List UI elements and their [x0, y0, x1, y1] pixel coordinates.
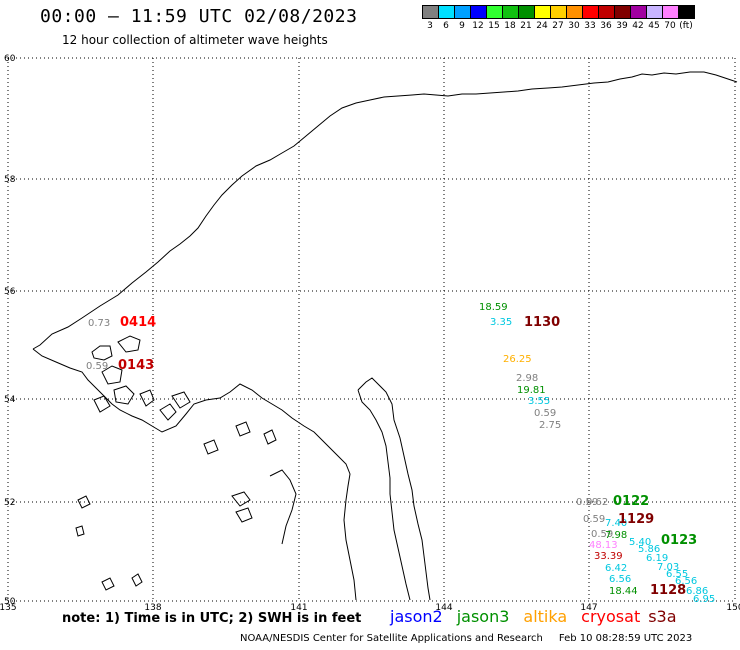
wave-height-value: 0.59	[86, 361, 108, 372]
wave-height-value: 0.59	[583, 514, 605, 525]
wave-height-value: 7.98	[605, 530, 627, 541]
satellite-cryosat: cryosat	[581, 607, 641, 626]
scale-label: 39	[616, 21, 628, 31]
pass-time-label: 1128	[650, 583, 686, 598]
satellite-jason3: jason3	[456, 607, 510, 626]
pass-time-label: 0123	[661, 533, 697, 548]
wave-height-value: 19.81	[517, 385, 546, 396]
pass-time-label: 0143	[118, 358, 154, 373]
scale-label: 42	[632, 21, 644, 31]
wave-height-value: 18.44	[609, 586, 638, 597]
wave-height-value: 0.62	[586, 497, 608, 508]
wave-height-value: 0.73	[88, 318, 110, 329]
scale-label: 27	[552, 21, 564, 31]
mainland-coast-south	[32, 348, 357, 601]
latitude-label: 52	[4, 498, 15, 508]
latitude-labels: 60 58 56 54 52 50	[4, 54, 16, 607]
scale-labels: 3 6 9 12 15 18 21 24 27 30 33 36 39 42 45 70 (ft)	[422, 21, 694, 31]
coastline	[32, 71, 738, 601]
wave-height-value: 18.59	[479, 302, 508, 313]
wave-height-value: 48.13	[589, 540, 618, 551]
page-title: 00:00 — 11:59 UTC 02/08/2023	[40, 6, 358, 27]
satellite-s3a: s3a	[648, 607, 677, 626]
scale-label: 9	[459, 21, 465, 31]
wave-height-value: 33.39	[594, 551, 623, 562]
wave-height-value: 0.59	[534, 408, 556, 419]
latitude-label: 50	[4, 597, 16, 607]
scale-label: 70	[664, 21, 676, 31]
satellite-legend: jason2 jason3 altika cryosat s3a	[390, 607, 691, 626]
longitude-label: 138	[144, 603, 161, 613]
wave-height-value: 6.42	[605, 563, 627, 574]
longitude-labels: 135 138 141 144 147 150	[0, 603, 740, 613]
scale-label: 45	[648, 21, 660, 31]
graticule	[7, 57, 736, 602]
scale-label: (ft)	[679, 21, 693, 31]
wave-height-value: 6.19	[646, 553, 668, 564]
wave-height-value: 6.55	[666, 569, 688, 580]
pass-time-label: 0414	[120, 315, 156, 330]
altimeter-readings: 0.73 0414 0.59 0143 18.59 3.35 1130 26.25 2.9819…	[86, 302, 715, 605]
wave-height-value: 6.56	[675, 576, 697, 587]
longitude-label: 144	[435, 603, 452, 613]
wave-height-value: 0.59	[591, 529, 613, 540]
wave-height-value: 3.35	[490, 317, 512, 328]
scale-label: 24	[536, 21, 548, 31]
longitude-label: 150	[726, 603, 740, 613]
pass-time-label: 1129	[618, 512, 654, 527]
wave-height-value: 6.95	[693, 594, 715, 605]
scale-label: 3	[427, 21, 433, 31]
mainland-coast	[32, 71, 738, 350]
wave-height-value: 5.40	[629, 537, 651, 548]
sakhalin-island	[357, 377, 431, 601]
scale-label: 12	[472, 21, 484, 31]
scale-swatches	[422, 5, 695, 19]
scale-label: 21	[520, 21, 532, 31]
credit-line: NOAA/NESDIS Center for Satellite Applica…	[240, 633, 692, 644]
amur-coast-islets	[75, 421, 277, 591]
pass-time-label: 1130	[524, 315, 560, 330]
latitude-label: 54	[4, 395, 16, 405]
scale-label: 6	[443, 21, 449, 31]
wave-height-value: 7.40	[605, 518, 627, 529]
scale-label: 15	[488, 21, 500, 31]
longitude-label: 135	[0, 603, 17, 613]
page-subtitle: 12 hour collection of altimeter wave hei…	[62, 33, 328, 47]
wave-height-value: 6.86	[686, 586, 708, 597]
wave-height-value: 6.56	[609, 574, 631, 585]
shantar-islands	[91, 335, 191, 421]
satellite-altika: altika	[523, 607, 568, 626]
latitude-label: 60	[4, 54, 16, 64]
scale-label: 36	[600, 21, 612, 31]
scale-label: 18	[504, 21, 516, 31]
wave-height-value: 3.55	[528, 396, 550, 407]
longitude-label: 141	[290, 603, 307, 613]
wave-height-value: 0.59	[576, 497, 598, 508]
latitude-label: 58	[4, 175, 16, 185]
longitude-label: 147	[580, 603, 597, 613]
satellite-jason2: jason2	[390, 607, 443, 626]
interior-river	[269, 469, 297, 545]
wave-height-value: 5.86	[638, 544, 660, 555]
credit-source: NOAA/NESDIS Center for Satellite Applica…	[240, 633, 543, 644]
scale-swatch	[678, 5, 695, 19]
wave-height-value: 26.25	[503, 354, 532, 365]
wave-height-value: 2.98	[516, 373, 538, 384]
wave-height-color-scale: 3 6 9 12 15 18 21 24 27 30 33 36 39 42 45 70 (ft)	[422, 5, 695, 31]
scale-label: 30	[568, 21, 580, 31]
wave-height-value: 7.03	[657, 562, 679, 573]
scale-label: 33	[584, 21, 596, 31]
generated-timestamp: Feb 10 08:28:59 UTC 2023	[558, 633, 693, 644]
latitude-label: 56	[4, 287, 16, 297]
wave-height-value: 2.75	[539, 420, 561, 431]
pass-time-label: 0122	[613, 494, 649, 509]
footnote: note: 1) Time is in UTC; 2) SWH is in fe…	[62, 611, 362, 626]
